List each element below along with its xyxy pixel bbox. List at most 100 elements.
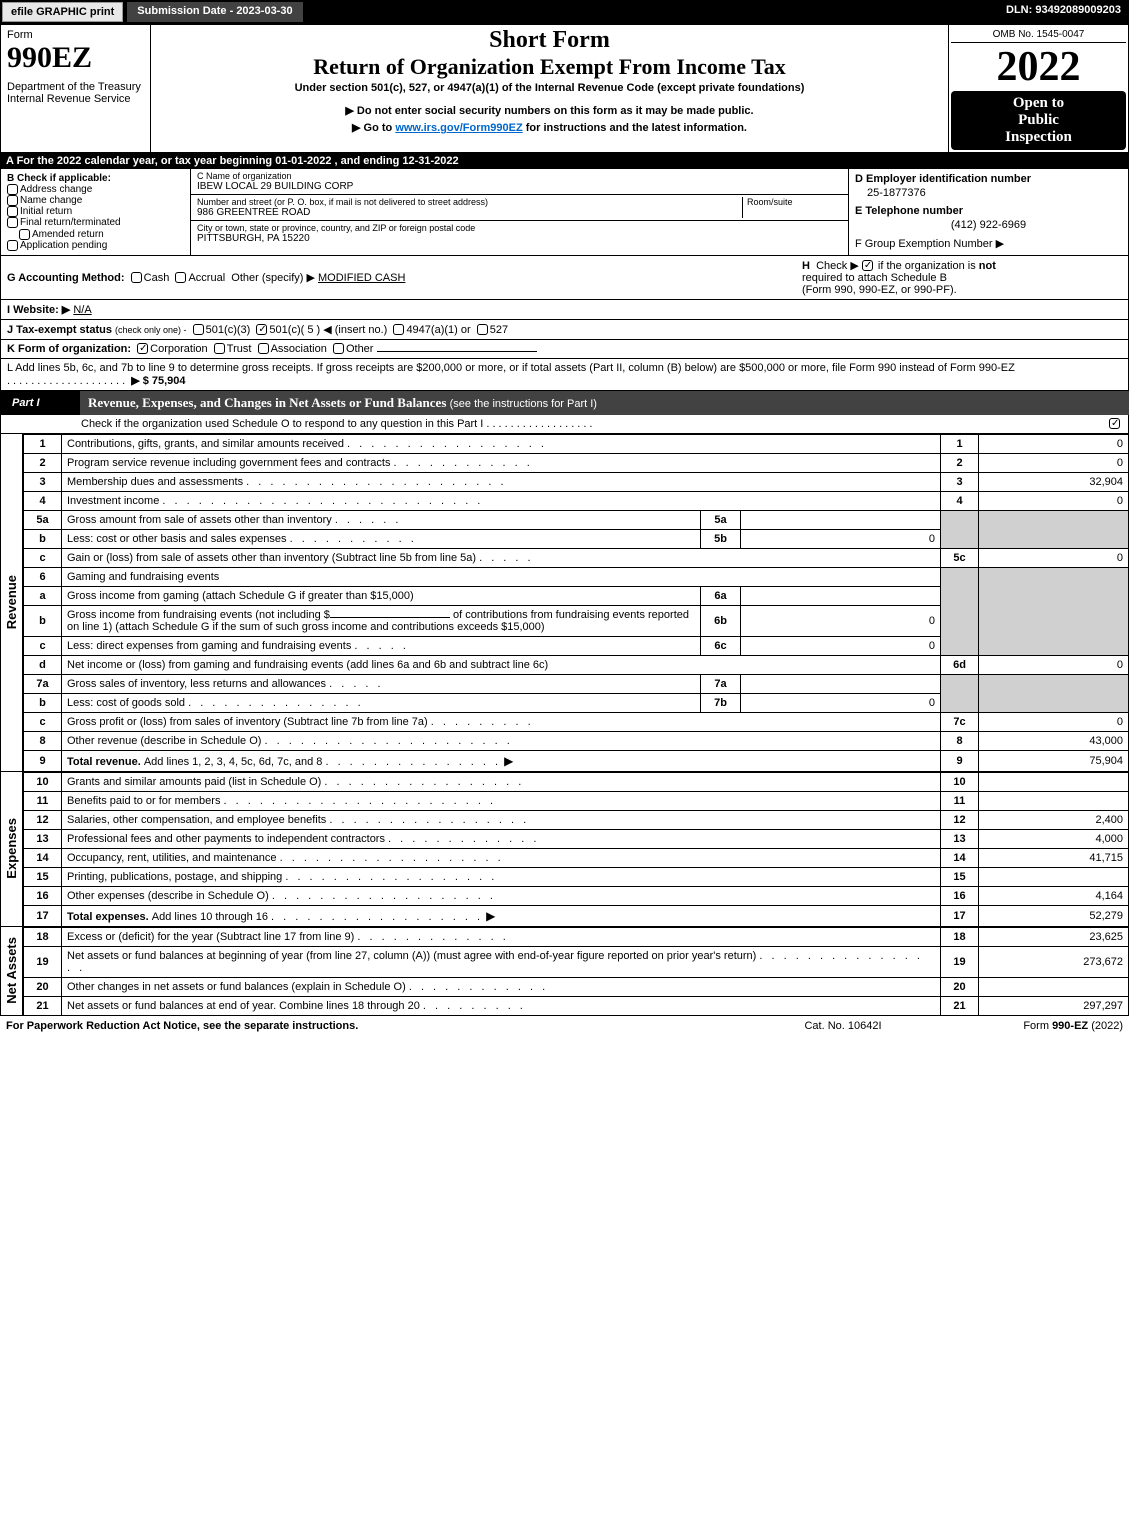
paperwork-notice: For Paperwork Reduction Act Notice, see … — [6, 1020, 743, 1032]
chk-501c[interactable] — [256, 324, 267, 335]
line-6d: dNet income or (loss) from gaming and fu… — [24, 655, 1129, 674]
h-label: H — [802, 260, 810, 272]
e-phone-label: E Telephone number — [855, 205, 1122, 217]
chk-address-change[interactable] — [7, 184, 18, 195]
form-number: 990EZ — [7, 41, 144, 75]
form-label: Form — [7, 29, 144, 41]
website-value: N/A — [73, 304, 91, 316]
under-section: Under section 501(c), 527, or 4947(a)(1)… — [157, 80, 942, 96]
line-18: 18Excess or (deficit) for the year (Subt… — [24, 927, 1129, 946]
chk-4947[interactable] — [393, 324, 404, 335]
col-d-e-f: D Employer identification number 25-1877… — [848, 169, 1128, 255]
line-1: 1Contributions, gifts, grants, and simil… — [24, 434, 1129, 453]
cat-number: Cat. No. 10642I — [743, 1020, 943, 1032]
chk-name-change[interactable] — [7, 195, 18, 206]
line-7a: 7aGross sales of inventory, less returns… — [24, 674, 1129, 693]
chk-accrual[interactable] — [175, 272, 186, 283]
part-i-check-o: Check if the organization used Schedule … — [0, 415, 1129, 434]
chk-527[interactable] — [477, 324, 488, 335]
line-15: 15Printing, publications, postage, and s… — [24, 867, 1129, 886]
c-name-label: C Name of organization — [197, 171, 842, 181]
line-19: 19Net assets or fund balances at beginni… — [24, 946, 1129, 977]
chk-corporation[interactable] — [137, 343, 148, 354]
chk-trust[interactable] — [214, 343, 225, 354]
omb-number: OMB No. 1545-0047 — [951, 27, 1126, 43]
row-l-gross-receipts: L Add lines 5b, 6c, and 7b to line 9 to … — [0, 359, 1129, 391]
chk-amended-return[interactable] — [19, 229, 30, 240]
col-b-checkboxes: B Check if applicable: Address change Na… — [1, 169, 191, 255]
chk-initial-return[interactable] — [7, 206, 18, 217]
expenses-label: Expenses — [2, 814, 21, 883]
d-ein-label: D Employer identification number — [855, 173, 1122, 185]
part-i-instructions: (see the instructions for Part I) — [450, 398, 597, 410]
line-6: 6Gaming and fundraising events — [24, 567, 1129, 586]
net-assets-label: Net Assets — [2, 933, 21, 1008]
line-17: 17Total expenses. Add lines 10 through 1… — [24, 905, 1129, 926]
line-10: 10Grants and similar amounts paid (list … — [24, 772, 1129, 791]
efile-print-button[interactable]: efile GRAPHIC print — [2, 2, 123, 22]
line-5a: 5aGross amount from sale of assets other… — [24, 510, 1129, 529]
top-toolbar: efile GRAPHIC print Submission Date - 20… — [0, 0, 1129, 24]
dept-treasury: Department of the Treasury — [7, 81, 144, 93]
ssn-warning: ▶ Do not enter social security numbers o… — [157, 102, 942, 119]
line-12: 12Salaries, other compensation, and empl… — [24, 810, 1129, 829]
row-k-form-org: K Form of organization: Corporation Trus… — [0, 340, 1129, 359]
street-label: Number and street (or P. O. box, if mail… — [197, 197, 742, 207]
tax-year: 2022 — [951, 43, 1126, 91]
chk-cash[interactable] — [131, 272, 142, 283]
row-g-h: G Accounting Method: Cash Accrual Other … — [0, 256, 1129, 300]
line-9: 9Total revenue. Add lines 1, 2, 3, 4, 5c… — [24, 750, 1129, 771]
line-2: 2Program service revenue including gover… — [24, 453, 1129, 472]
main-title: Return of Organization Exempt From Incom… — [157, 54, 942, 80]
line-21: 21Net assets or fund balances at end of … — [24, 996, 1129, 1015]
page-footer: For Paperwork Reduction Act Notice, see … — [0, 1016, 1129, 1036]
submission-date-label: Submission Date - 2023-03-30 — [127, 2, 302, 22]
room-label: Room/suite — [747, 197, 842, 207]
row-j-tax-exempt: J Tax-exempt status (check only one) - 5… — [0, 320, 1129, 340]
line-14: 14Occupancy, rent, utilities, and mainte… — [24, 848, 1129, 867]
short-form-title: Short Form — [157, 27, 942, 54]
revenue-table: 1Contributions, gifts, grants, and simil… — [23, 434, 1129, 772]
accounting-method-value: MODIFIED CASH — [318, 272, 405, 284]
line-7c: cGross profit or (loss) from sales of in… — [24, 712, 1129, 731]
b-header: B Check if applicable: — [7, 173, 184, 184]
dln-label: DLN: 93492089009203 — [998, 0, 1129, 24]
row-a-tax-year: A For the 2022 calendar year, or tax yea… — [0, 153, 1129, 169]
irs-label: Internal Revenue Service — [7, 93, 144, 105]
line-8: 8Other revenue (describe in Schedule O) … — [24, 731, 1129, 750]
form-footer: Form 990-EZ (2022) — [943, 1020, 1123, 1032]
col-c-org-info: C Name of organization IBEW LOCAL 29 BUI… — [191, 169, 848, 255]
city-state-zip: PITTSBURGH, PA 15220 — [197, 233, 842, 244]
open-to-public: Open to Public Inspection — [951, 91, 1126, 150]
g-label: G Accounting Method: — [7, 272, 125, 284]
revenue-label: Revenue — [2, 571, 21, 633]
chk-schedule-o-part-i[interactable] — [1109, 418, 1120, 429]
expenses-section: Expenses 10Grants and similar amounts pa… — [0, 772, 1129, 927]
line-11: 11Benefits paid to or for members . . . … — [24, 791, 1129, 810]
ein-value: 25-1877376 — [855, 185, 1122, 205]
chk-application-pending[interactable] — [7, 240, 18, 251]
f-group-exemption: F Group Exemption Number ▶ — [855, 237, 1122, 250]
row-i-website: I Website: ▶ N/A — [0, 300, 1129, 320]
goto-line: ▶ Go to www.irs.gov/Form990EZ for instru… — [157, 119, 942, 136]
chk-final-return[interactable] — [7, 217, 18, 228]
line-3: 3Membership dues and assessments . . . .… — [24, 472, 1129, 491]
chk-schedule-b-not-required[interactable] — [862, 260, 873, 271]
revenue-section: Revenue 1Contributions, gifts, grants, a… — [0, 434, 1129, 772]
part-i-header: Part I Revenue, Expenses, and Changes in… — [0, 391, 1129, 415]
org-name: IBEW LOCAL 29 BUILDING CORP — [197, 181, 842, 192]
line-5c: cGain or (loss) from sale of assets othe… — [24, 548, 1129, 567]
expenses-table: 10Grants and similar amounts paid (list … — [23, 772, 1129, 927]
line-20: 20Other changes in net assets or fund ba… — [24, 977, 1129, 996]
line-4: 4Investment income . . . . . . . . . . .… — [24, 491, 1129, 510]
chk-501c3[interactable] — [193, 324, 204, 335]
gross-receipts-value: ▶ $ 75,904 — [131, 375, 185, 387]
irs-link[interactable]: www.irs.gov/Form990EZ — [395, 122, 522, 134]
net-assets-section: Net Assets 18Excess or (deficit) for the… — [0, 927, 1129, 1016]
line-16: 16Other expenses (describe in Schedule O… — [24, 886, 1129, 905]
phone-value: (412) 922-6969 — [855, 217, 1122, 237]
street-address: 986 GREENTREE ROAD — [197, 207, 742, 218]
chk-association[interactable] — [258, 343, 269, 354]
line-13: 13Professional fees and other payments t… — [24, 829, 1129, 848]
chk-other-org[interactable] — [333, 343, 344, 354]
